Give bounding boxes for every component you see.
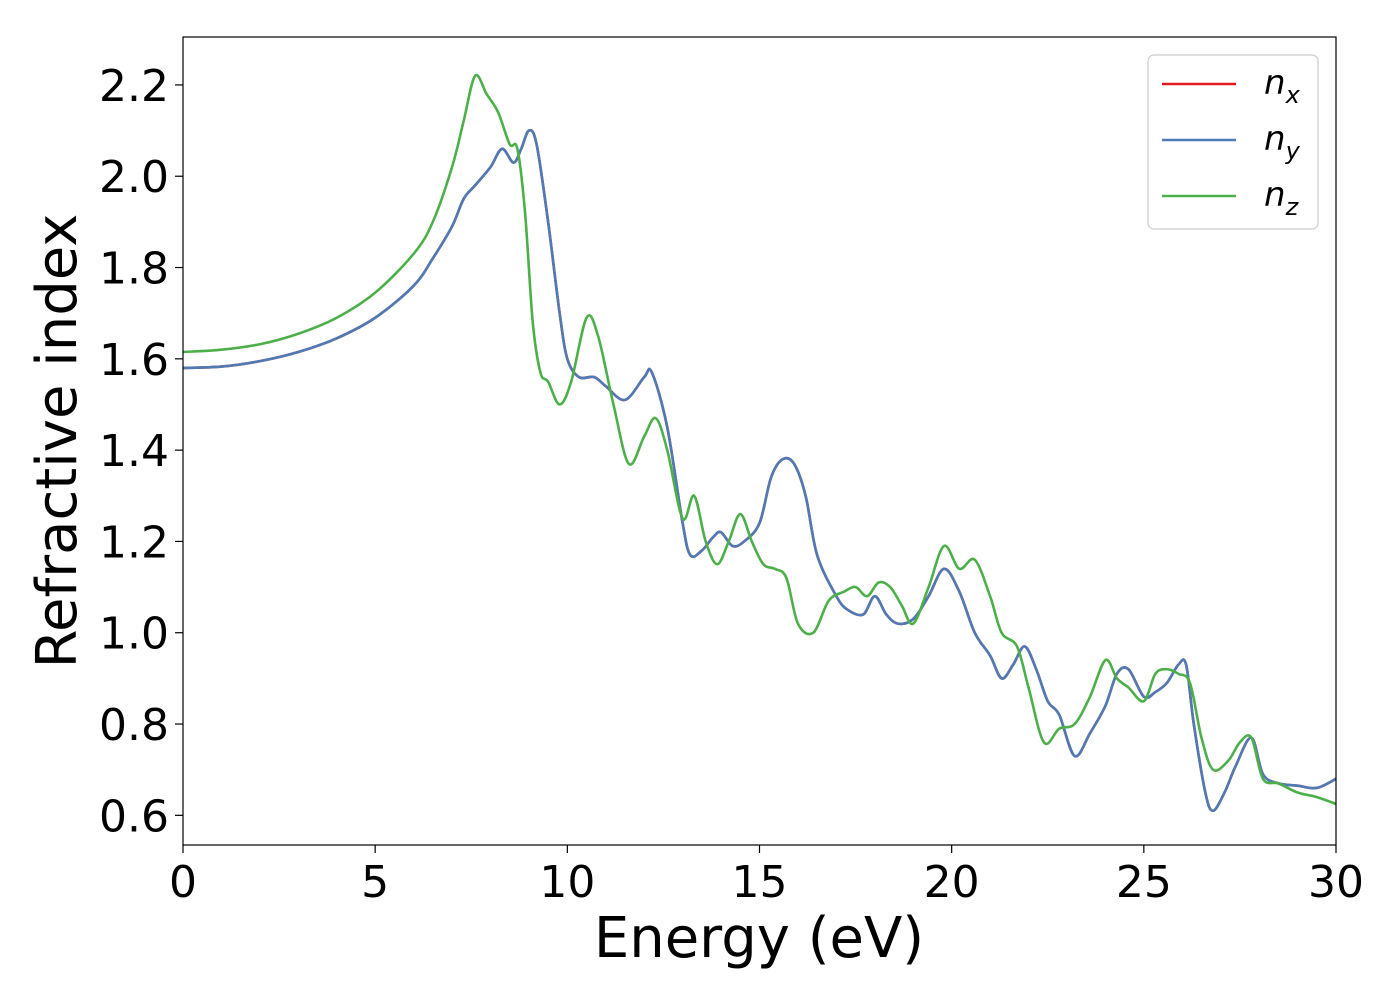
series-line-nz: [183, 73, 1336, 806]
x-axis-ticks: 0 5 10 15 20 25 30: [169, 845, 1364, 908]
x-axis-title: Energy (eV): [594, 906, 924, 971]
x-tick-label: 15: [732, 857, 788, 908]
y-tick-label: 2.2: [99, 61, 169, 112]
y-tick-label: 0.6: [99, 791, 169, 842]
x-tick-label: 25: [1116, 857, 1172, 908]
y-tick-label: 1.0: [99, 609, 169, 660]
x-tick-label: 20: [924, 857, 980, 908]
x-tick-label: 10: [539, 857, 595, 908]
y-tick-label: 1.6: [99, 335, 169, 386]
y-axis-ticks: 0.6 0.8 1.0 1.2 1.4 1.6 1.8 2.0 2.2: [99, 61, 183, 842]
legend-label-nx: nx: [1264, 63, 1301, 109]
y-tick-label: 0.8: [99, 700, 169, 751]
y-tick-label: 1.8: [99, 244, 169, 295]
y-tick-label: 1.4: [99, 426, 169, 477]
y-tick-label: 2.0: [99, 152, 169, 203]
legend-frame: [1147, 54, 1319, 230]
y-tick-label: 1.2: [99, 517, 169, 568]
series-layer: [183, 73, 1336, 813]
series-line-ny: [183, 128, 1336, 813]
y-axis-title: Refractive index: [25, 214, 90, 669]
x-tick-label: 5: [361, 857, 389, 908]
x-tick-label: 0: [169, 857, 197, 908]
x-tick-label: 30: [1308, 857, 1364, 908]
